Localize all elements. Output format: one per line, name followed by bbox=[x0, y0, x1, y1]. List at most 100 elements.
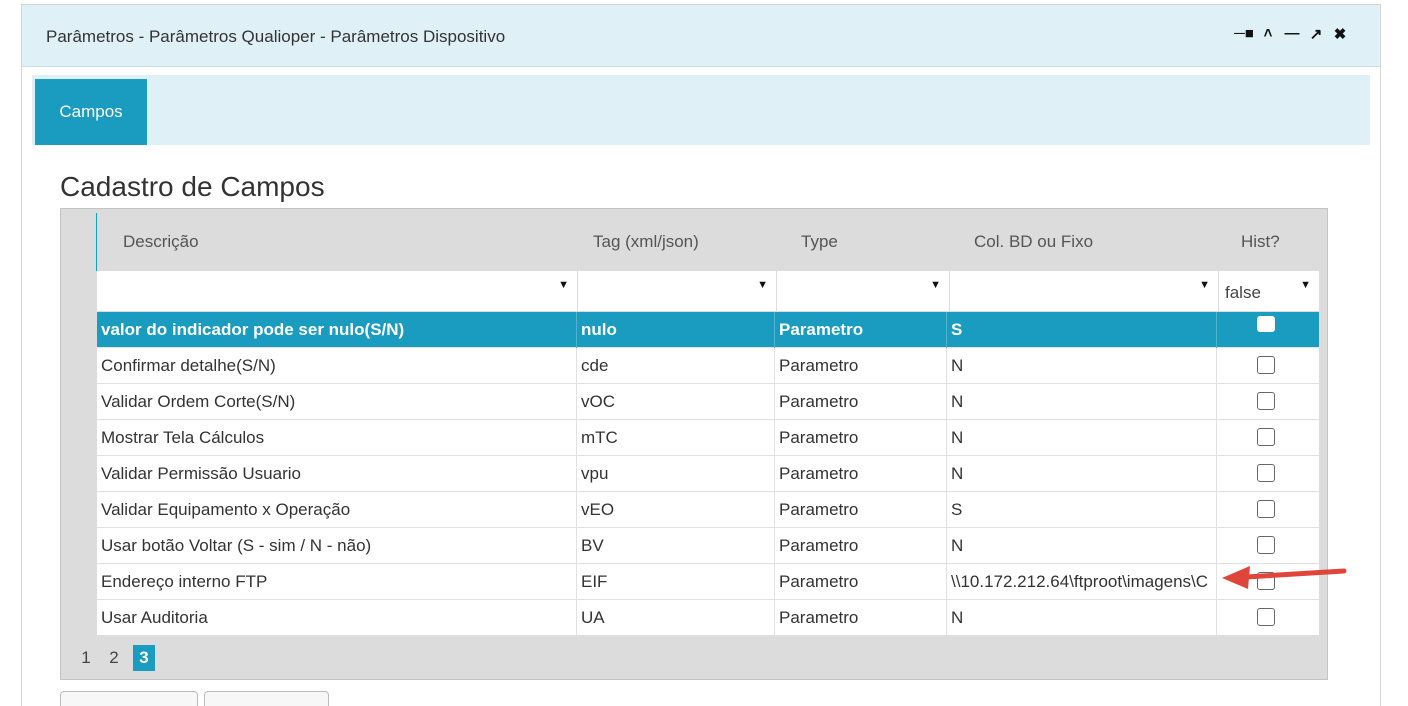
cell-hist bbox=[1217, 456, 1319, 492]
hist-checkbox[interactable] bbox=[1257, 392, 1275, 410]
cell-type: Parametro bbox=[775, 420, 947, 456]
cell-tag: vEO bbox=[577, 492, 775, 528]
cell-col-bd: N bbox=[947, 456, 1217, 492]
hist-checkbox[interactable] bbox=[1257, 356, 1275, 374]
cell-type: Parametro bbox=[775, 600, 947, 636]
cell-hist bbox=[1217, 492, 1319, 528]
table-row[interactable]: Usar botão Voltar (S - sim / N - não) BV… bbox=[97, 528, 1319, 564]
cell-tag: vOC bbox=[577, 384, 775, 420]
tab-bar: Campos bbox=[32, 75, 1370, 145]
filter-col-bd[interactable]: ▼ bbox=[950, 271, 1218, 311]
row-gutter bbox=[61, 312, 97, 634]
cell-col-bd: S bbox=[947, 312, 1217, 348]
cell-type: Parametro bbox=[775, 456, 947, 492]
pagination: 1 2 3 bbox=[61, 637, 1327, 679]
filter-hist-value: false bbox=[1225, 283, 1261, 302]
cell-type: Parametro bbox=[775, 312, 947, 348]
cell-col-bd: N bbox=[947, 600, 1217, 636]
window-title: Parâmetros - Parâmetros Qualioper - Parâ… bbox=[46, 27, 506, 46]
cell-hist bbox=[1217, 420, 1319, 456]
cell-descricao: Validar Ordem Corte(S/N) bbox=[97, 384, 577, 420]
cell-tag: nulo bbox=[577, 312, 775, 348]
dropdown-arrow-icon[interactable]: ▼ bbox=[757, 279, 768, 291]
cell-descricao: Usar botão Voltar (S - sim / N - não) bbox=[97, 528, 577, 564]
close-icon[interactable]: ✖ bbox=[1333, 26, 1347, 43]
red-arrow-annotation bbox=[1222, 566, 1347, 589]
collapse-icon[interactable]: ˄ bbox=[1263, 25, 1273, 42]
cell-descricao: Confirmar detalhe(S/N) bbox=[97, 348, 577, 384]
cell-tag: EIF bbox=[577, 564, 775, 600]
cell-tag: UA bbox=[577, 600, 775, 636]
dropdown-arrow-icon[interactable]: ▼ bbox=[1199, 279, 1210, 291]
hist-checkbox[interactable] bbox=[1257, 608, 1275, 626]
cell-type: Parametro bbox=[775, 492, 947, 528]
cell-col-bd: S bbox=[947, 492, 1217, 528]
cell-hist bbox=[1217, 312, 1319, 348]
dropdown-arrow-icon[interactable]: ▼ bbox=[1300, 279, 1311, 291]
table-row[interactable]: Usar Auditoria UA Parametro N bbox=[97, 600, 1319, 636]
page-link-3[interactable]: 3 bbox=[133, 645, 155, 671]
cell-tag: vpu bbox=[577, 456, 775, 492]
filter-descricao[interactable]: ▼ bbox=[97, 271, 577, 311]
cell-type: Parametro bbox=[775, 348, 947, 384]
column-header-tag[interactable]: Tag (xml/json) bbox=[593, 232, 699, 251]
cell-hist bbox=[1217, 600, 1319, 636]
cell-descricao: Mostrar Tela Cálculos bbox=[97, 420, 577, 456]
page-link-2[interactable]: 2 bbox=[109, 648, 119, 667]
external-link-icon[interactable]: ↗ bbox=[1309, 26, 1323, 43]
cell-tag: BV bbox=[577, 528, 775, 564]
header-separator bbox=[96, 213, 97, 271]
table-row[interactable]: Mostrar Tela Cálculos mTC Parametro N bbox=[97, 420, 1319, 456]
dropdown-arrow-icon[interactable]: ▼ bbox=[558, 279, 569, 291]
cell-hist bbox=[1217, 384, 1319, 420]
column-header-descricao[interactable]: Descrição bbox=[123, 232, 199, 251]
cell-col-bd: N bbox=[947, 528, 1217, 564]
cell-tag: cde bbox=[577, 348, 775, 384]
cell-type: Parametro bbox=[775, 528, 947, 564]
cell-descricao: Validar Permissão Usuario bbox=[97, 456, 577, 492]
page-link-1[interactable]: 1 bbox=[81, 648, 91, 667]
filter-tag[interactable]: ▼ bbox=[578, 271, 776, 311]
cell-hist bbox=[1217, 528, 1319, 564]
hist-checkbox[interactable] bbox=[1257, 536, 1275, 554]
hist-checkbox[interactable] bbox=[1257, 464, 1275, 482]
cell-tag: mTC bbox=[577, 420, 775, 456]
table-row[interactable]: Confirmar detalhe(S/N) cde Parametro N bbox=[97, 348, 1319, 384]
pin-icon[interactable]: ─■ bbox=[1234, 25, 1254, 42]
column-header-type[interactable]: Type bbox=[801, 232, 838, 251]
add-button[interactable] bbox=[60, 691, 198, 706]
campos-grid: Descrição Tag (xml/json) Type Col. BD ou… bbox=[60, 208, 1328, 680]
tab-campos[interactable]: Campos bbox=[35, 79, 147, 145]
cell-descricao: Usar Auditoria bbox=[97, 600, 577, 636]
hist-checkbox[interactable] bbox=[1257, 428, 1275, 446]
table-row[interactable]: valor do indicador pode ser nulo(S/N) nu… bbox=[97, 312, 1319, 348]
section-title: Cadastro de Campos bbox=[60, 171, 325, 202]
parametros-window: Parâmetros - Parâmetros Qualioper - Parâ… bbox=[21, 4, 1381, 706]
cell-col-bd: N bbox=[947, 384, 1217, 420]
column-header-col-bd[interactable]: Col. BD ou Fixo bbox=[974, 232, 1094, 251]
grid-rows: valor do indicador pode ser nulo(S/N) nu… bbox=[97, 312, 1319, 636]
cell-col-bd: \\10.172.212.64\ftproot\imagens\C bbox=[947, 564, 1217, 600]
cell-type: Parametro bbox=[775, 564, 947, 600]
table-row[interactable]: Validar Ordem Corte(S/N) vOC Parametro N bbox=[97, 384, 1319, 420]
column-header-hist[interactable]: Hist? bbox=[1241, 232, 1280, 251]
delete-button[interactable] bbox=[204, 691, 329, 706]
cell-col-bd: N bbox=[947, 348, 1217, 384]
window-titlebar: Parâmetros - Parâmetros Qualioper - Parâ… bbox=[22, 5, 1380, 67]
cell-descricao: valor do indicador pode ser nulo(S/N) bbox=[97, 312, 577, 348]
minimize-icon[interactable]: — bbox=[1284, 25, 1300, 42]
filter-hist[interactable]: false ▼ bbox=[1219, 271, 1319, 311]
table-row[interactable]: Validar Permissão Usuario vpu Parametro … bbox=[97, 456, 1319, 492]
cell-descricao: Validar Equipamento x Operação bbox=[97, 492, 577, 528]
cell-col-bd: N bbox=[947, 420, 1217, 456]
dropdown-arrow-icon[interactable]: ▼ bbox=[930, 279, 941, 291]
cell-hist bbox=[1217, 348, 1319, 384]
table-row[interactable]: Validar Equipamento x Operação vEO Param… bbox=[97, 492, 1319, 528]
cell-type: Parametro bbox=[775, 384, 947, 420]
hist-checkbox[interactable] bbox=[1257, 500, 1275, 518]
window-controls: ─■ ˄ — ↗ ✖ bbox=[1232, 25, 1352, 43]
hist-checkbox[interactable] bbox=[1257, 316, 1275, 332]
cell-descricao: Endereço interno FTP bbox=[97, 564, 577, 600]
filter-type[interactable]: ▼ bbox=[777, 271, 949, 311]
table-row[interactable]: Endereço interno FTP EIF Parametro \\10.… bbox=[97, 564, 1319, 600]
